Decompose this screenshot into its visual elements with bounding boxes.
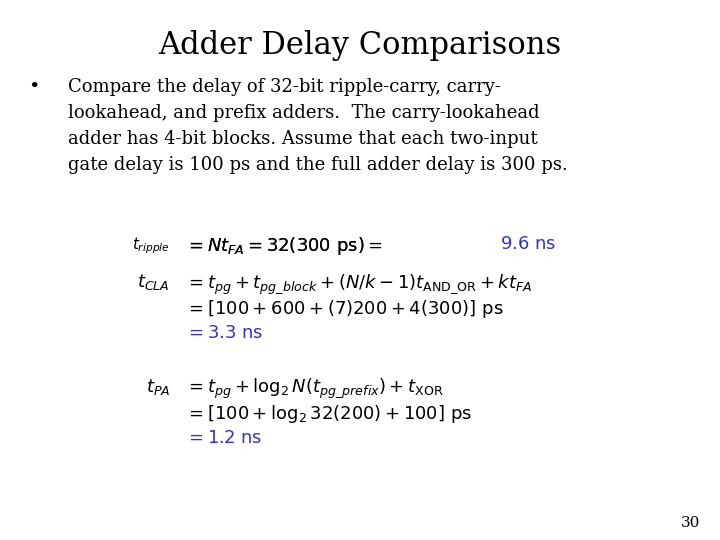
Text: $= t_{pg} + \log_2 N(t_{pg\_prefix}) + t_\mathrm{XOR}$: $= t_{pg} + \log_2 N(t_{pg\_prefix}) + t… xyxy=(185,377,444,401)
Text: $t_{CLA}$: $t_{CLA}$ xyxy=(138,272,170,292)
Text: adder has 4-bit blocks. Assume that each two-input: adder has 4-bit blocks. Assume that each… xyxy=(68,130,538,148)
Text: $= [100 + \log_2 32(200) + 100]\ \mathrm{ps}$: $= [100 + \log_2 32(200) + 100]\ \mathrm… xyxy=(185,403,472,425)
Text: gate delay is 100 ps and the full adder delay is 300 ps.: gate delay is 100 ps and the full adder … xyxy=(68,156,568,174)
Text: $= t_{pg} + t_{pg\_block} + (N/k - 1)t_\mathrm{AND\_OR} + kt_{FA}$: $= t_{pg} + t_{pg\_block} + (N/k - 1)t_\… xyxy=(185,272,532,295)
Text: 30: 30 xyxy=(680,516,700,530)
Text: Compare the delay of 32-bit ripple-carry, carry-: Compare the delay of 32-bit ripple-carry… xyxy=(68,78,501,96)
Text: $= Nt_{FA} = 32(300\ \mathrm{ps}) =$: $= Nt_{FA} = 32(300\ \mathrm{ps}) =$ xyxy=(185,235,382,257)
Text: $t_{PA}$: $t_{PA}$ xyxy=(145,377,170,397)
Text: $= 1.2\ \mathrm{ns}$: $= 1.2\ \mathrm{ns}$ xyxy=(185,429,262,447)
Text: $9.6\ \mathrm{ns}$: $9.6\ \mathrm{ns}$ xyxy=(500,235,557,253)
Text: Adder Delay Comparisons: Adder Delay Comparisons xyxy=(158,30,562,61)
Text: $= 3.3\ \mathrm{ns}$: $= 3.3\ \mathrm{ns}$ xyxy=(185,324,264,342)
Text: $= Nt_{FA} = 32(300\ \mathrm{ps})$: $= Nt_{FA} = 32(300\ \mathrm{ps})$ xyxy=(185,235,364,257)
Text: •: • xyxy=(28,78,40,96)
Text: $= [100 + 600 + (7)200 + 4(300)]\ \mathrm{ps}$: $= [100 + 600 + (7)200 + 4(300)]\ \mathr… xyxy=(185,298,503,320)
Text: lookahead, and prefix adders.  The carry-lookahead: lookahead, and prefix adders. The carry-… xyxy=(68,104,539,122)
Text: $t_\mathit{ripple}$: $t_\mathit{ripple}$ xyxy=(132,235,170,255)
